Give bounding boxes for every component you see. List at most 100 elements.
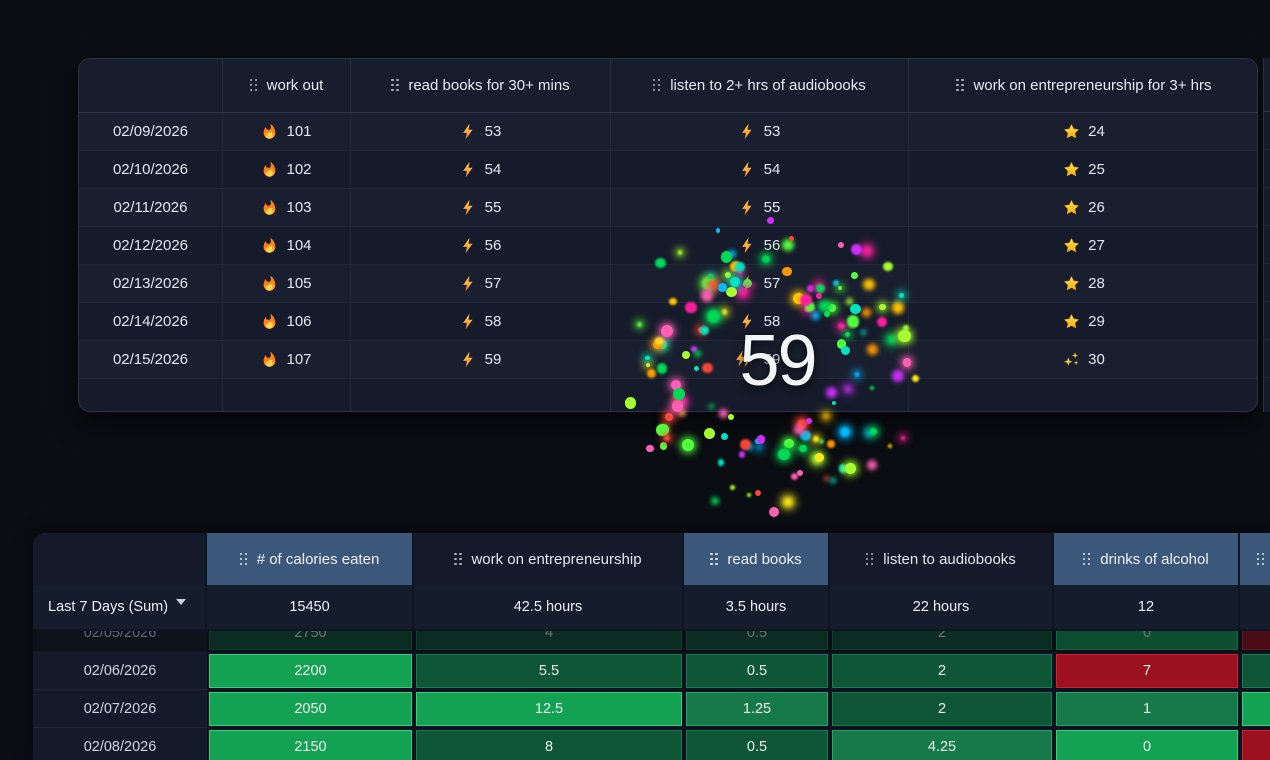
streak-value-cell[interactable]: 57 — [351, 265, 611, 302]
grip-icon[interactable] — [1083, 552, 1091, 566]
streak-value-cell[interactable]: 59 — [351, 341, 611, 378]
summary-value-cell: 15450 — [207, 585, 414, 629]
metric-cell[interactable]: 4.25 — [830, 728, 1054, 760]
streak-value-cell[interactable]: 55 — [611, 189, 909, 226]
date-cell[interactable]: 02/10/2026 — [79, 151, 223, 188]
summary-value-cell: 22 hours — [830, 585, 1054, 629]
metric-cell[interactable] — [1240, 631, 1270, 652]
streak-value-cell[interactable]: 30 — [909, 341, 1257, 378]
metric-cell[interactable] — [1240, 652, 1270, 690]
date-cell[interactable]: 02/07/2026 — [33, 690, 207, 728]
bolt-icon — [739, 237, 756, 254]
streak-value-cell[interactable]: 106 — [223, 303, 351, 340]
streak-value-cell[interactable]: 103 — [223, 189, 351, 226]
grip-icon[interactable] — [239, 552, 248, 566]
streak-value-cell[interactable]: 59 — [611, 341, 909, 378]
streak-value-cell[interactable]: 57 — [611, 265, 909, 302]
streak-value: 29 — [1088, 313, 1105, 330]
metrics-column-header-5[interactable]: drinks of alcohol — [1054, 533, 1240, 585]
corner-header-cell — [33, 533, 207, 585]
empty-row[interactable] — [79, 379, 1257, 411]
date-cell[interactable]: 02/09/2026 — [79, 113, 223, 150]
streak-value-cell[interactable]: 56 — [351, 227, 611, 264]
summary-range-dropdown[interactable]: Last 7 Days (Sum) — [33, 585, 207, 629]
metric-cell[interactable]: 0.5 — [684, 728, 830, 760]
metric-cell[interactable] — [1240, 690, 1270, 728]
metric-cell[interactable]: 2200 — [207, 652, 414, 690]
date-cell[interactable]: 02/11/2026 — [79, 189, 223, 226]
streak-value-cell[interactable]: 53 — [351, 113, 611, 150]
streak-value-cell[interactable]: 53 — [611, 113, 909, 150]
metric-cell[interactable]: 2150 — [207, 728, 414, 760]
streak-value-cell[interactable]: 58 — [351, 303, 611, 340]
metrics-column-header-6[interactable] — [1240, 533, 1270, 585]
metric-cell[interactable]: 1.25 — [684, 690, 830, 728]
metric-cell[interactable]: 2050 — [207, 690, 414, 728]
streak-value-cell[interactable]: 27 — [909, 227, 1257, 264]
grip-icon[interactable] — [956, 79, 964, 92]
streak-value-cell[interactable]: 56 — [611, 227, 909, 264]
grip-icon[interactable] — [653, 79, 661, 92]
streak-value-cell[interactable]: 58 — [611, 303, 909, 340]
streak-value-cell[interactable]: 28 — [909, 265, 1257, 302]
metric-cell[interactable]: 2 — [830, 690, 1054, 728]
metric-cell[interactable]: 2750 — [207, 631, 414, 652]
metric-cell[interactable]: 5.5 — [414, 652, 684, 690]
streak-value-cell[interactable]: 54 — [611, 151, 909, 188]
metric-cell[interactable]: 2 — [830, 631, 1054, 652]
empty-cell[interactable] — [223, 379, 351, 411]
date-cell[interactable]: 02/13/2026 — [79, 265, 223, 302]
streak-value-cell[interactable]: 101 — [223, 113, 351, 150]
grip-icon[interactable] — [710, 552, 718, 566]
grip-icon[interactable] — [866, 552, 874, 566]
date-cell[interactable]: 02/14/2026 — [79, 303, 223, 340]
streak-value-cell[interactable]: 104 — [223, 227, 351, 264]
column-header-2[interactable]: read books for 30+ mins — [351, 59, 611, 112]
grip-icon[interactable] — [1257, 552, 1265, 566]
metric-cell[interactable]: 0.5 — [684, 652, 830, 690]
streak-value-cell[interactable]: 107 — [223, 341, 351, 378]
streak-value-cell[interactable]: 102 — [223, 151, 351, 188]
date-cell[interactable]: 02/05/2026 — [33, 631, 207, 652]
metric-cell[interactable]: 12.5 — [414, 690, 684, 728]
streak-value-cell[interactable]: 55 — [351, 189, 611, 226]
metric-cell[interactable]: 0 — [1054, 728, 1240, 760]
metric-cell[interactable]: 0 — [1054, 631, 1240, 652]
date-cell[interactable]: 02/08/2026 — [33, 728, 207, 760]
metric-cell[interactable] — [1240, 728, 1270, 760]
sliver-row — [1264, 302, 1270, 340]
streak-value-cell[interactable]: 54 — [351, 151, 611, 188]
metric-cell[interactable]: 4 — [414, 631, 684, 652]
confetti-particle — [738, 450, 746, 458]
date-cell[interactable]: 02/12/2026 — [79, 227, 223, 264]
metric-cell[interactable]: 7 — [1054, 652, 1240, 690]
empty-cell[interactable] — [351, 379, 611, 411]
streak-value-cell[interactable]: 24 — [909, 113, 1257, 150]
fire-icon — [261, 123, 278, 140]
metrics-column-header-3[interactable]: read books — [684, 533, 830, 585]
streak-value-cell[interactable]: 26 — [909, 189, 1257, 226]
empty-cell[interactable] — [79, 379, 223, 411]
streak-value-cell[interactable]: 29 — [909, 303, 1257, 340]
metrics-column-header-1[interactable]: # of calories eaten — [207, 533, 414, 585]
column-header-3[interactable]: listen to 2+ hrs of audiobooks — [611, 59, 909, 112]
streak-value-cell[interactable]: 105 — [223, 265, 351, 302]
metrics-column-header-2[interactable]: work on entrepreneurship — [414, 533, 684, 585]
date-cell[interactable]: 02/15/2026 — [79, 341, 223, 378]
empty-cell[interactable] — [611, 379, 909, 411]
grip-icon[interactable] — [391, 79, 399, 92]
grip-icon[interactable] — [249, 79, 258, 92]
metrics-column-header-4[interactable]: listen to audiobooks — [830, 533, 1054, 585]
streak-value-cell[interactable]: 25 — [909, 151, 1257, 188]
grip-icon[interactable] — [454, 552, 462, 566]
metric-cell[interactable]: 0.5 — [684, 631, 830, 652]
column-header-4[interactable]: work on entrepreneurship for 3+ hrs — [909, 59, 1257, 112]
metric-cell[interactable]: 8 — [414, 728, 684, 760]
column-header-1[interactable]: work out — [223, 59, 351, 112]
streak-value: 55 — [484, 199, 502, 216]
metric-cell[interactable]: 2 — [830, 652, 1054, 690]
date-cell[interactable]: 02/06/2026 — [33, 652, 207, 690]
metric-cell[interactable]: 1 — [1054, 690, 1240, 728]
column-header-label: work out — [266, 77, 324, 94]
empty-cell[interactable] — [909, 379, 1257, 411]
